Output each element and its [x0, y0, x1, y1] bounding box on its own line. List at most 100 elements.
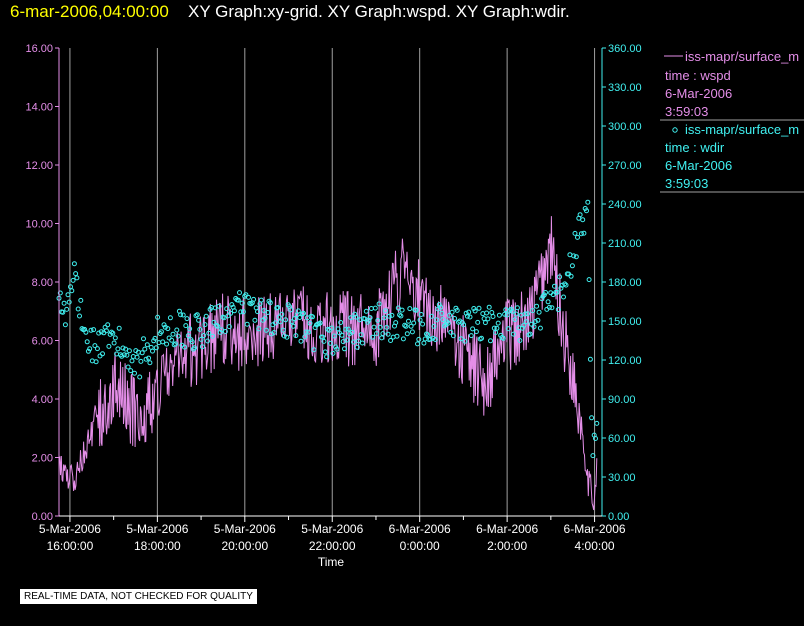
wdir-point — [347, 331, 353, 337]
wdir-point — [429, 313, 435, 319]
wdir-point — [229, 302, 235, 308]
wdir-point — [169, 337, 175, 343]
wdir-point — [525, 311, 531, 317]
wdir-point — [380, 331, 386, 337]
wdir-point — [358, 332, 364, 338]
wdir-point — [124, 352, 130, 358]
wdir-point — [161, 322, 167, 328]
wdir-point — [430, 335, 436, 341]
wdir-point — [447, 312, 452, 318]
wdir-point — [139, 350, 145, 356]
wdir-point — [440, 317, 446, 323]
legend-wspd-date: 6-Mar-2006 — [665, 86, 732, 101]
wdir-point — [322, 349, 328, 355]
wdir-point — [184, 316, 190, 322]
legend-wdir-time: 3:59:03 — [665, 176, 708, 191]
wdir-point — [71, 261, 77, 267]
wdir-point — [74, 275, 80, 281]
wdir-point — [577, 212, 583, 218]
wdir-point — [292, 316, 298, 322]
wdir-point — [348, 315, 354, 321]
right-tick-label: 330.00 — [608, 82, 642, 94]
wdir-point — [201, 333, 207, 338]
wdir-point — [449, 309, 455, 315]
wdir-point — [536, 309, 542, 315]
wdir-point — [121, 352, 127, 358]
wdir-point — [143, 356, 149, 362]
wdir-point — [226, 324, 232, 330]
wdir-point — [70, 277, 76, 283]
wdir-point — [349, 329, 355, 335]
wdir-point — [217, 329, 223, 335]
wdir-point — [383, 308, 388, 314]
wdir-point — [562, 281, 568, 287]
wdir-point — [192, 345, 198, 351]
wdir-point — [301, 310, 306, 316]
wdir-point — [471, 306, 477, 311]
wdir-point — [589, 415, 595, 421]
wdir-point — [530, 308, 536, 314]
wdir-point — [281, 333, 287, 339]
wdir-point — [581, 230, 587, 236]
wdir-point — [198, 336, 204, 342]
wdir-point — [434, 317, 440, 323]
wdir-point — [91, 327, 97, 333]
wdir-point — [403, 323, 409, 329]
x-tick-label-date: 6-Mar-2006 — [389, 522, 451, 536]
wdir-point — [303, 329, 309, 335]
wdir-point — [134, 354, 140, 360]
wdir-point — [494, 325, 500, 331]
wdir-point — [178, 312, 184, 318]
wdir-point — [555, 307, 561, 313]
wdir-point — [377, 324, 383, 330]
wdir-point — [211, 319, 217, 325]
wdir-point — [311, 347, 317, 353]
wdir-point — [225, 313, 231, 319]
wdir-point — [512, 317, 518, 323]
wdir-point — [96, 330, 102, 336]
wdir-point — [353, 314, 359, 320]
wdir-point — [255, 309, 260, 315]
x-tick-label-date: 5-Mar-2006 — [301, 522, 363, 536]
wdir-point — [199, 344, 205, 350]
left-tick-label: 16.00 — [25, 43, 53, 55]
wdir-point — [409, 329, 415, 335]
wdir-point — [64, 306, 70, 312]
x-tick-label-date: 6-Mar-2006 — [564, 522, 626, 536]
wdir-point — [240, 309, 246, 315]
wdir-point — [345, 326, 351, 332]
wdir-point — [354, 344, 360, 350]
wdir-point — [189, 339, 195, 345]
wdir-point — [306, 329, 312, 335]
wdir-point — [587, 356, 593, 362]
wdir-point — [262, 315, 268, 321]
wdir-point — [432, 337, 438, 342]
wdir-point — [128, 368, 134, 374]
wdir-point — [65, 292, 71, 298]
wdir-point — [125, 364, 131, 370]
wdir-point — [406, 318, 411, 324]
wdir-point — [472, 308, 478, 314]
x-tick-label-time: 18:00:00 — [134, 539, 181, 553]
wdir-point — [511, 331, 516, 337]
wdir-point — [586, 277, 592, 283]
wdir-point — [531, 324, 537, 330]
legend-wspd-variable: time : wspd — [665, 68, 731, 83]
wdir-point — [535, 317, 541, 323]
wdir-point — [162, 324, 168, 330]
wdir-point — [126, 348, 132, 354]
wdir-point — [251, 296, 257, 302]
wdir-point — [502, 311, 508, 317]
wdir-point — [436, 302, 442, 308]
wdir-point — [381, 315, 387, 321]
wdir-point — [237, 290, 242, 296]
wdir-point — [75, 306, 81, 312]
legend-wspd-time: 3:59:03 — [665, 104, 708, 119]
wdir-point — [485, 316, 491, 322]
wdir-point — [404, 331, 410, 337]
wdir-point — [376, 301, 382, 307]
wdir-point — [275, 305, 281, 310]
header-graph-titles: XY Graph:xy-grid. XY Graph:wspd. XY Grap… — [188, 2, 570, 21]
wdir-point — [575, 234, 580, 240]
right-axis-ticks: 0.00 30.00 60.00 90.00 120.00 150.00 180.00 210… — [602, 43, 642, 523]
